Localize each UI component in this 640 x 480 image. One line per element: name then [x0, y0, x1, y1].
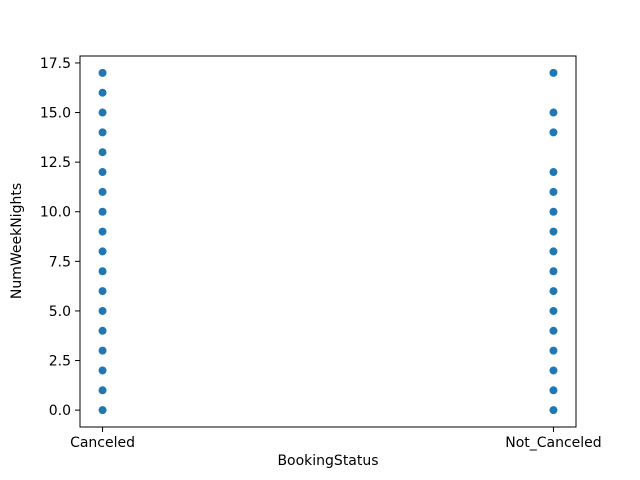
data-point [98, 346, 107, 355]
data-point [98, 366, 107, 375]
data-point [98, 306, 107, 315]
y-tick-label: 15.0 [40, 106, 71, 122]
data-point [98, 187, 107, 196]
y-tick-label: 2.5 [49, 354, 71, 370]
data-point [549, 207, 558, 216]
data-point [98, 267, 107, 276]
data-point [98, 88, 107, 97]
y-axis-label: NumWeekNights [9, 183, 25, 299]
data-point [98, 227, 107, 236]
data-point [98, 406, 107, 415]
data-point [549, 68, 558, 77]
data-point [549, 108, 558, 117]
y-tick-label: 0.0 [49, 403, 71, 419]
data-point [98, 128, 107, 137]
data-point [549, 128, 558, 137]
data-point [549, 406, 558, 415]
y-tick-label: 12.5 [40, 155, 71, 171]
y-tick-label: 7.5 [49, 254, 71, 270]
x-tick-label: Not_Canceled [505, 435, 601, 451]
data-point [549, 306, 558, 315]
data-point [549, 386, 558, 395]
data-point [549, 366, 558, 375]
y-tick-label: 5.0 [49, 304, 71, 320]
data-point [98, 108, 107, 117]
data-point [98, 148, 107, 157]
data-point [549, 326, 558, 335]
data-point [98, 386, 107, 395]
data-point [98, 247, 107, 256]
data-point [98, 326, 107, 335]
y-tick-label: 17.5 [40, 56, 71, 72]
data-point [549, 187, 558, 196]
data-point [549, 247, 558, 256]
x-tick-label: Canceled [70, 435, 135, 451]
axes-frame [79, 55, 577, 428]
data-point [98, 207, 107, 216]
data-point [98, 168, 107, 177]
data-point [549, 168, 558, 177]
data-point [549, 346, 558, 355]
data-point [98, 68, 107, 77]
data-point [98, 287, 107, 296]
data-point [549, 227, 558, 236]
y-tick-label: 10.0 [40, 205, 71, 221]
data-point [549, 267, 558, 276]
x-axis-label: BookingStatus [277, 453, 378, 469]
data-point [549, 287, 558, 296]
